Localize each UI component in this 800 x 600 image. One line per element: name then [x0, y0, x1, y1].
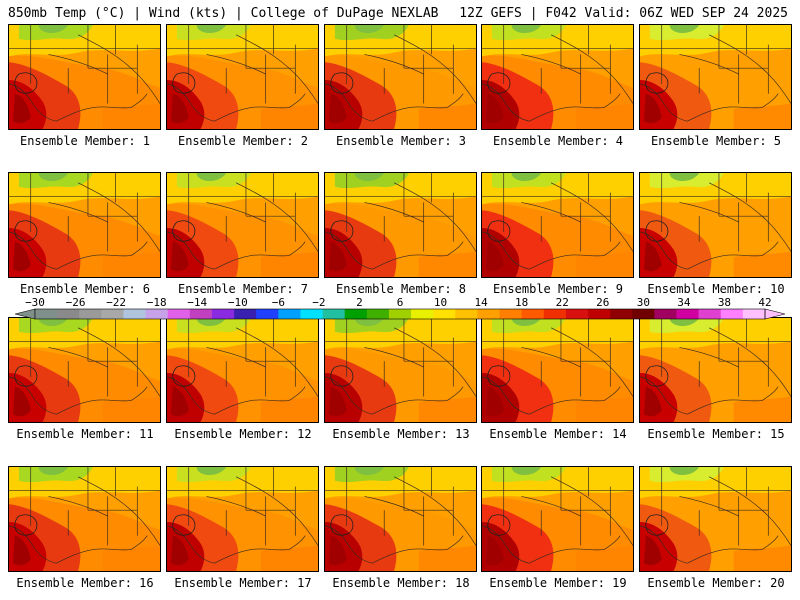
colorbar-swatch: [300, 309, 323, 319]
ensemble-member-label: Ensemble Member: 14: [489, 427, 627, 441]
colorbar-swatch: [543, 309, 567, 319]
ensemble-member-label: Ensemble Member: 18: [332, 576, 470, 590]
ensemble-member-label: Ensemble Member: 6: [19, 282, 151, 296]
colorbar-max-arrow: [764, 308, 786, 320]
ensemble-member-label: Ensemble Member: 1: [19, 134, 151, 148]
ensemble-member-label: Ensemble Member: 10: [647, 282, 785, 296]
colorbar-tick-label: −6: [271, 296, 285, 309]
colorbar-swatch: [388, 309, 412, 319]
ensemble-map-panel: [8, 466, 161, 572]
colorbar-tick-label: −18: [146, 296, 167, 309]
colorbar-swatch: [35, 309, 58, 319]
colorbar-tick-label: −26: [65, 296, 86, 309]
colorbar-swatch: [211, 309, 235, 319]
colorbar-swatch: [79, 309, 102, 319]
ensemble-member-label: Ensemble Member: 16: [16, 576, 154, 590]
colorbar-swatch: [322, 309, 345, 319]
header-title-right: 12Z GEFS | F042 Valid: 06Z WED SEP 24 20…: [459, 6, 788, 21]
ensemble-member-label: Ensemble Member: 15: [647, 427, 785, 441]
ensemble-map-panel: [481, 24, 634, 130]
colorbar: [14, 308, 786, 320]
colorbar-swatch: [588, 309, 611, 319]
colorbar-min-arrow: [14, 308, 36, 320]
ensemble-member-label: Ensemble Member: 5: [650, 134, 782, 148]
ensemble-map-panel: [324, 172, 477, 278]
ensemble-map-panel: [639, 466, 792, 572]
colorbar-tick-label: −14: [187, 296, 208, 309]
colorbar-tick-label: 38: [717, 296, 732, 309]
colorbar-tick-label: −22: [106, 296, 127, 309]
colorbar-swatch: [521, 309, 545, 319]
ensemble-map-panel: [8, 172, 161, 278]
colorbar-swatch: [123, 309, 146, 319]
colorbar-swatch: [720, 309, 744, 319]
ensemble-member-label: Ensemble Member: 3: [335, 134, 467, 148]
colorbar-tick-labels: −30 −26 −22 −18 −14 −10 −6 −2 2 6 10 14 18 22 26 30 34 38…: [0, 296, 800, 310]
ensemble-map-panel: [324, 466, 477, 572]
colorbar-tick-label: 42: [758, 296, 772, 309]
ensemble-member-label: Ensemble Member: 7: [177, 282, 309, 296]
colorbar-swatch: [499, 309, 522, 319]
colorbar-tick-label: 34: [677, 296, 691, 309]
colorbar-swatch: [344, 309, 368, 319]
colorbar-swatch: [101, 309, 124, 319]
ensemble-map-panel: [8, 24, 161, 130]
colorbar-swatch: [742, 309, 766, 319]
ensemble-member-label: Ensemble Member: 19: [489, 576, 627, 590]
colorbar-swatch: [189, 309, 213, 319]
ensemble-map-panel: [8, 317, 161, 423]
ensemble-member-label: Ensemble Member: 13: [332, 427, 470, 441]
ensemble-map-panel: [324, 317, 477, 423]
colorbar-tick-label: 18: [515, 296, 529, 309]
colorbar-swatch: [610, 309, 633, 319]
colorbar-tick-label: −30: [25, 296, 45, 309]
ensemble-map-panel: [166, 466, 319, 572]
colorbar-swatch: [167, 309, 191, 319]
ensemble-map-panel: [481, 172, 634, 278]
ensemble-member-label: Ensemble Member: 20: [647, 576, 785, 590]
colorbar-swatch: [433, 309, 456, 319]
ensemble-map-panel: [324, 24, 477, 130]
colorbar-tick-label: 30: [636, 296, 650, 309]
colorbar-swatch: [698, 309, 722, 319]
colorbar-swatch: [676, 309, 699, 319]
ensemble-member-label: Ensemble Member: 2: [177, 134, 309, 148]
colorbar-swatch: [234, 309, 257, 319]
colorbar-swatch: [411, 309, 434, 319]
colorbar-swatch: [366, 309, 390, 319]
colorbar-tick-label: −10: [227, 296, 248, 309]
ensemble-map-panel: [166, 172, 319, 278]
colorbar-swatch: [278, 309, 301, 319]
colorbar-swatch: [455, 309, 478, 319]
ensemble-map-panel: [639, 172, 792, 278]
ensemble-map-panel: [166, 24, 319, 130]
ensemble-map-panel: [481, 317, 634, 423]
colorbar-tick-label: 10: [433, 296, 448, 309]
colorbar-outline: [34, 308, 766, 320]
ensemble-member-label: Ensemble Member: 17: [174, 576, 312, 590]
colorbar-swatch: [145, 309, 169, 319]
header-title-left: 850mb Temp (°C) | Wind (kts) | College o…: [8, 6, 439, 21]
ensemble-member-label: Ensemble Member: 9: [492, 282, 624, 296]
colorbar-swatch: [632, 309, 655, 319]
colorbar-tick-label: −2: [312, 296, 326, 309]
colorbar-tick-label: 6: [396, 296, 404, 309]
ensemble-map-panel: [481, 466, 634, 572]
colorbar-tick-label: 14: [474, 296, 488, 309]
colorbar-swatch: [654, 309, 677, 319]
colorbar-tick-label: 2: [356, 296, 363, 309]
ensemble-map-panel: [639, 317, 792, 423]
colorbar-swatch: [57, 309, 80, 319]
ensemble-member-label: Ensemble Member: 4: [492, 134, 624, 148]
colorbar-swatch: [565, 309, 589, 319]
ensemble-member-label: Ensemble Member: 8: [335, 282, 467, 296]
ensemble-map-panel: [639, 24, 792, 130]
colorbar-swatch: [477, 309, 500, 319]
ensemble-map-panel: [166, 317, 319, 423]
colorbar-tick-label: 26: [596, 296, 610, 309]
colorbar-tick-label: 22: [555, 296, 569, 309]
ensemble-member-label: Ensemble Member: 12: [174, 427, 312, 441]
ensemble-member-label: Ensemble Member: 11: [16, 427, 154, 441]
colorbar-swatch: [256, 309, 279, 319]
